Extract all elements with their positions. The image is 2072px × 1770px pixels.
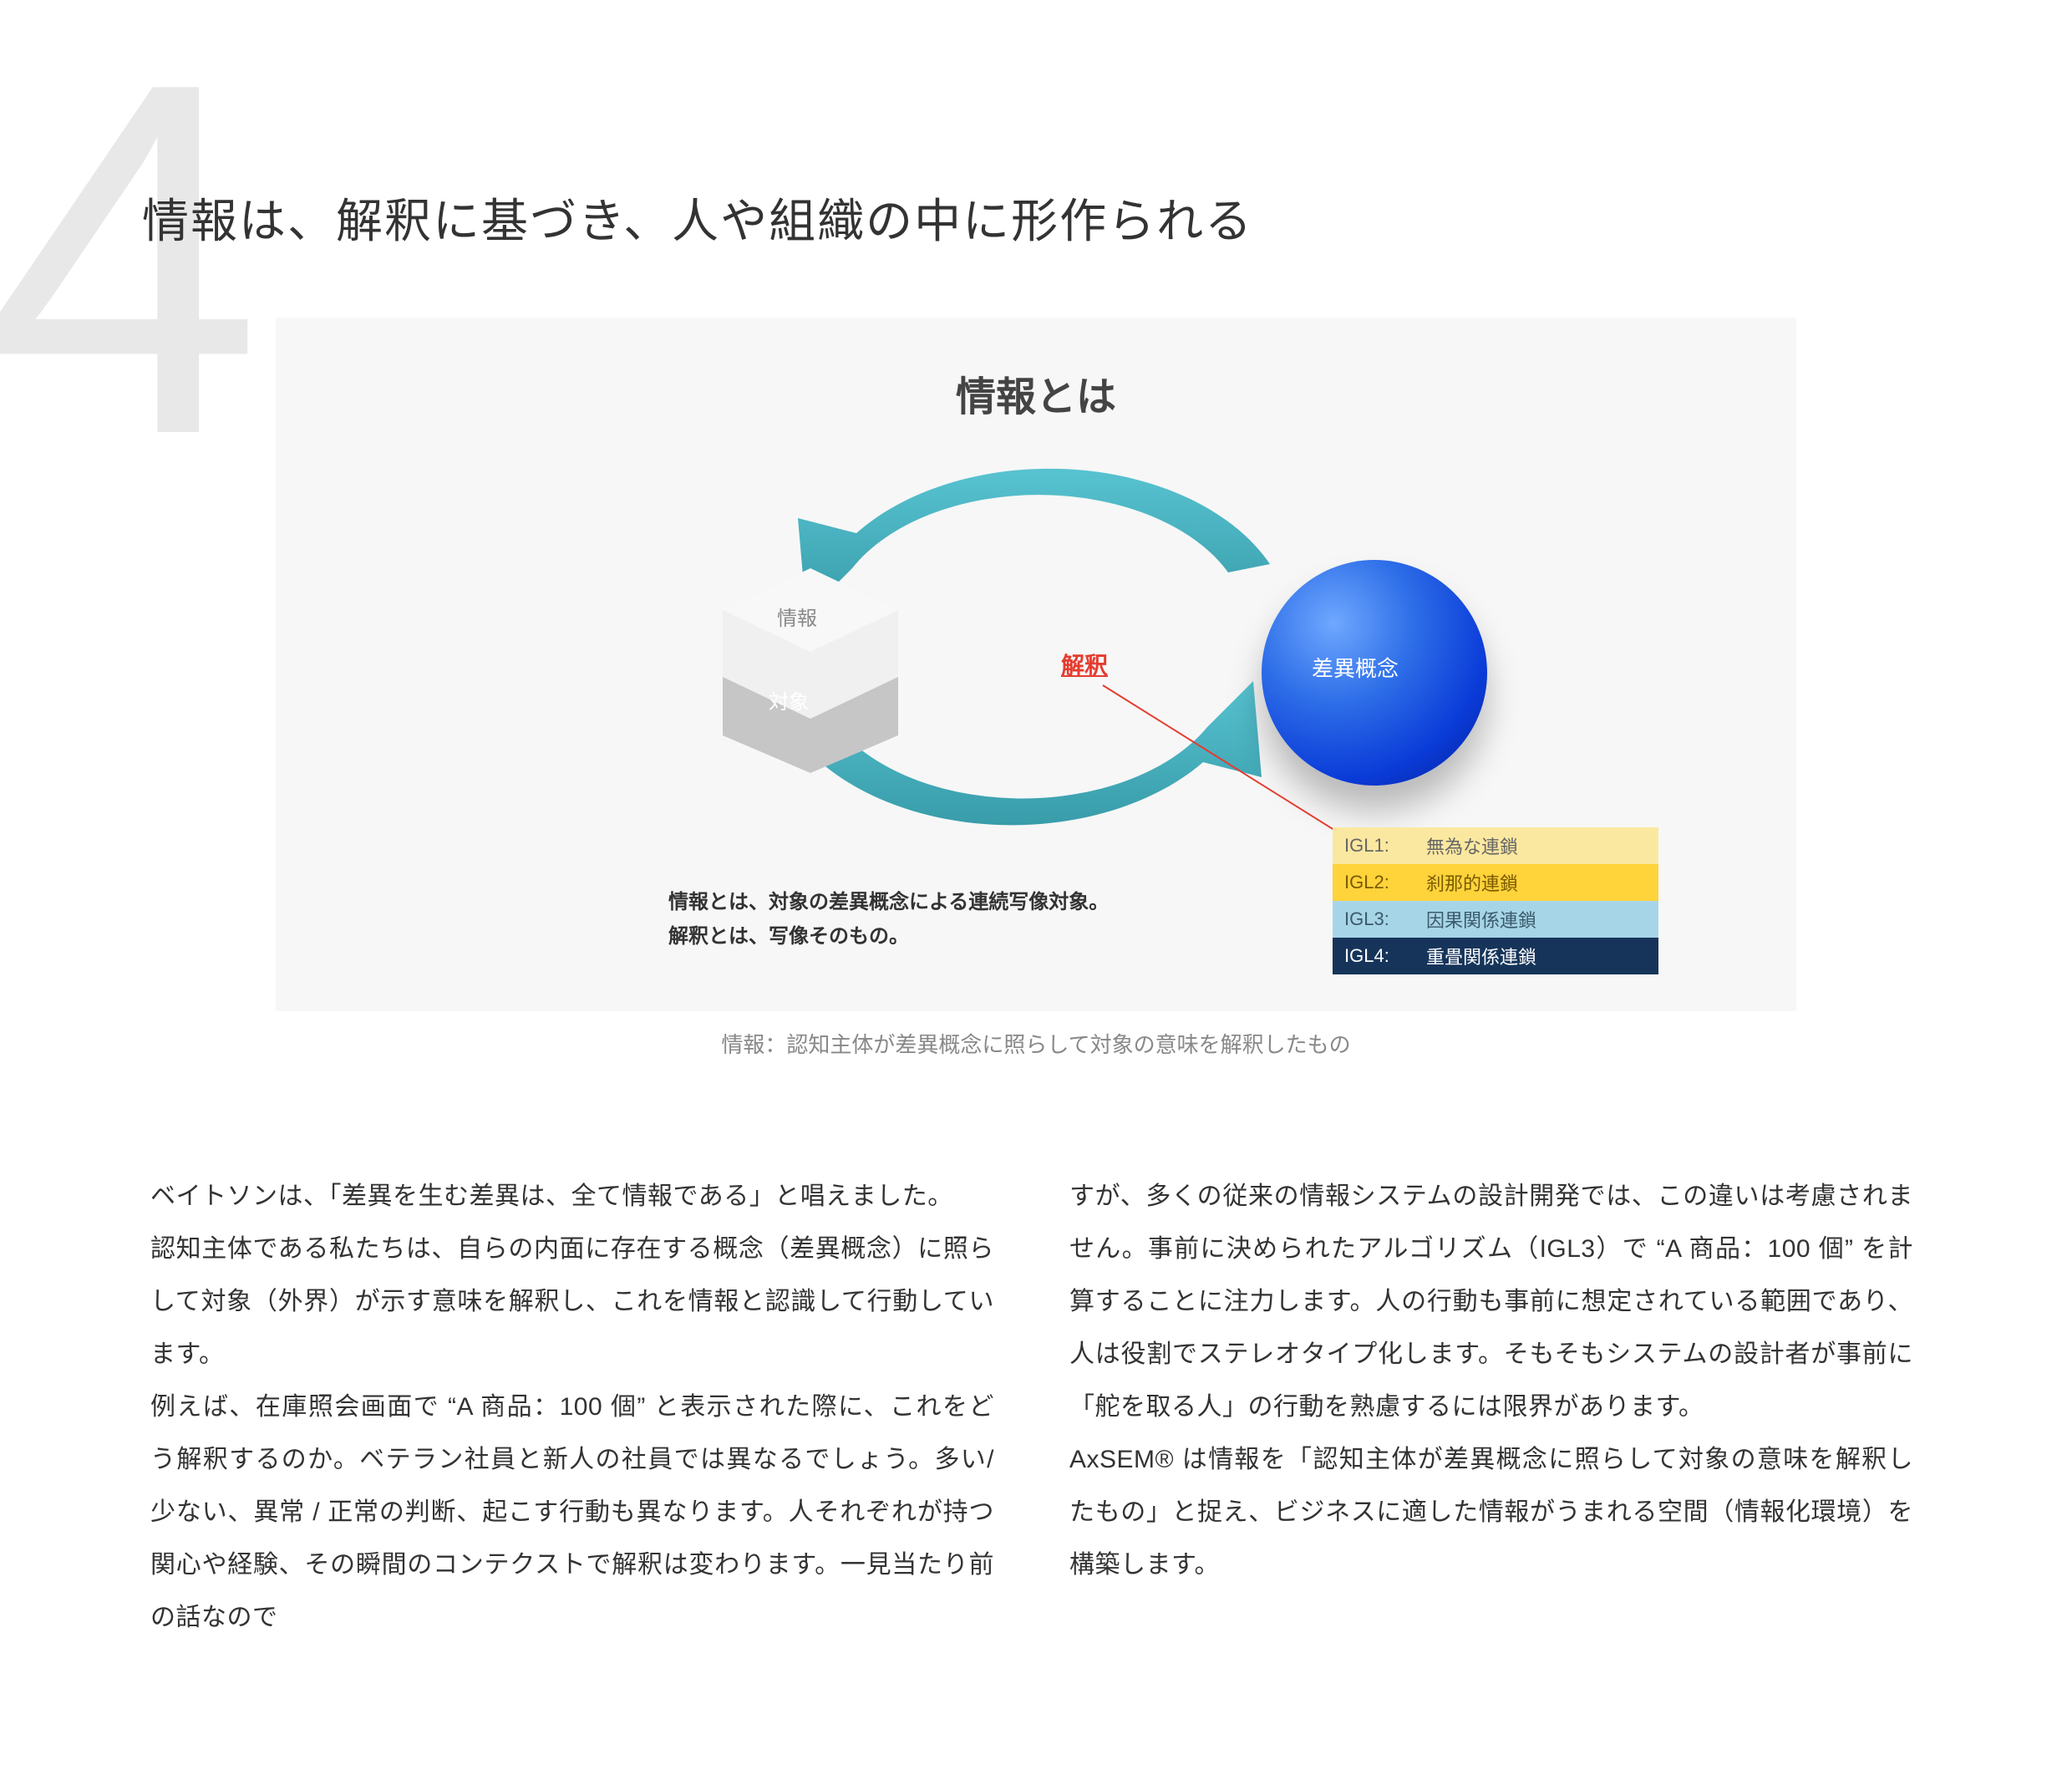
page-title: 情報は、解釈に基づき、人や組織の中に形作られる — [142, 184, 1253, 252]
legend-value: 重畳関係連鎖 — [1419, 943, 1658, 969]
figure-caption: 情報：認知主体が差異概念に照らして対象の意味を解釈したもの — [276, 1028, 1796, 1059]
legend-key: IGL3: — [1333, 908, 1419, 930]
legend-row: IGL2:刹那的連鎖 — [1333, 864, 1658, 901]
body-column-2: すが、多くの従来の情報システムの設計開発では、この違いは考慮されません。事前に決… — [1069, 1170, 1913, 1644]
hex-node-icon — [702, 560, 919, 777]
body-column-1: ベイトソンは、「差異を生む差異は、全て情報である」と唱えました。認知主体である私… — [150, 1170, 994, 1644]
diagram-heading: 情報とは — [276, 364, 1796, 422]
legend-table: IGL1:無為な連鎖IGL2:刹那的連鎖IGL3:因果関係連鎖IGL4:重畳関係… — [1333, 827, 1658, 974]
legend-row: IGL1:無為な連鎖 — [1333, 827, 1658, 864]
legend-row: IGL4:重畳関係連鎖 — [1333, 938, 1658, 974]
legend-value: 因果関係連鎖 — [1419, 906, 1658, 933]
legend-key: IGL4: — [1333, 945, 1419, 967]
legend-value: 刹那的連鎖 — [1419, 869, 1658, 896]
diagram-panel: 情報とは 情報 対象 差異概念 解釈 IGL1:無為な連鎖IGL2:刹那的連鎖I… — [276, 318, 1796, 1011]
definition-line: 解釈とは、写像そのもの。 — [668, 920, 1109, 954]
section-number: 4 — [0, 33, 262, 485]
hex-top-label: 情報 — [777, 602, 817, 631]
hex-bottom-label: 対象 — [769, 685, 809, 715]
legend-value: 無為な連鎖 — [1419, 832, 1658, 859]
definition-text: 情報とは、対象の差異概念による連続写像対象。解釈とは、写像そのもの。 — [668, 886, 1109, 954]
center-interpretation-label: 解釈 — [1061, 648, 1108, 681]
body-columns: ベイトソンは、「差異を生む差異は、全て情報である」と唱えました。認知主体である私… — [150, 1170, 1913, 1644]
sphere-label: 差異概念 — [1312, 652, 1399, 683]
definition-line: 情報とは、対象の差異概念による連続写像対象。 — [668, 886, 1109, 920]
legend-key: IGL1: — [1333, 835, 1419, 857]
legend-row: IGL3:因果関係連鎖 — [1333, 901, 1658, 938]
legend-key: IGL2: — [1333, 872, 1419, 893]
